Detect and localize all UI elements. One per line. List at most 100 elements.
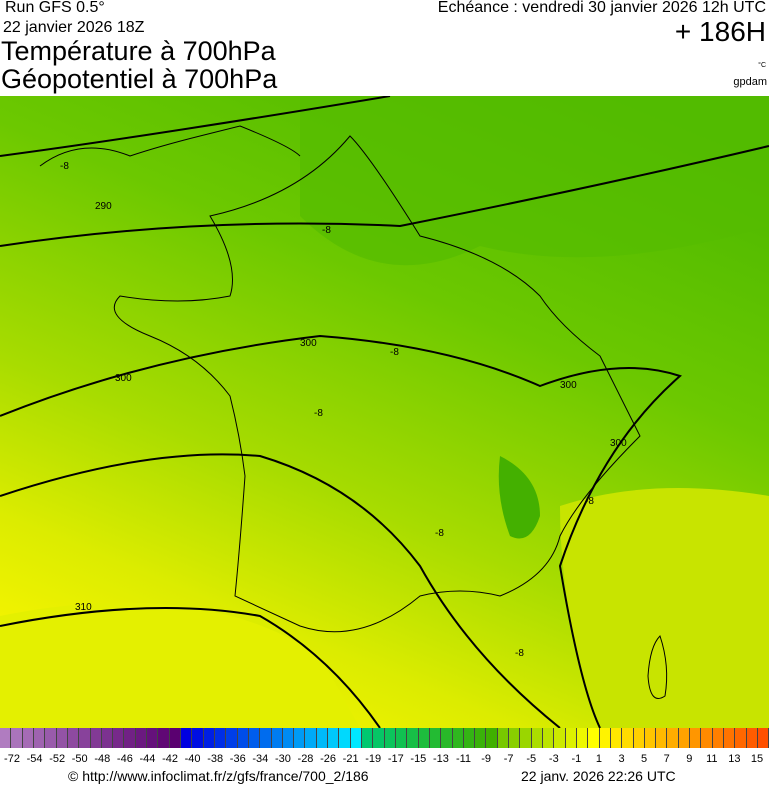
color-scale-label: -28	[297, 753, 314, 765]
color-scale-cell	[441, 728, 453, 748]
color-scale-label: 1	[595, 753, 603, 765]
color-scale-cell	[622, 728, 634, 748]
color-scale-cell	[509, 728, 521, 748]
lead-time: + 186H	[674, 16, 766, 47]
isotherm-label: -8	[314, 408, 323, 419]
color-scale-label: -48	[94, 753, 111, 765]
color-scale-label: -7	[503, 753, 514, 765]
color-scale-cell	[667, 728, 679, 748]
geopotential-contours	[0, 96, 769, 728]
color-scale	[0, 728, 769, 748]
color-scale-cell	[33, 728, 46, 748]
color-scale-cell	[67, 728, 80, 748]
color-scale-cell	[282, 728, 295, 748]
color-scale-cell	[644, 728, 657, 748]
color-scale-label: -26	[320, 753, 336, 765]
color-scale-cell	[45, 728, 57, 748]
color-scale-cell	[610, 728, 623, 748]
unit-geopotential: gpdam	[733, 76, 767, 88]
color-scale-cell	[678, 728, 691, 748]
color-scale-cell	[475, 728, 487, 748]
color-scale-cell	[90, 728, 102, 748]
isotherm-label: -8	[390, 347, 399, 358]
color-scale-cell	[407, 728, 419, 748]
color-scale-cell	[294, 728, 306, 748]
contour-label: 300	[115, 373, 132, 384]
generated-time: 22 janv. 2026 22:26 UTC	[521, 768, 676, 784]
color-scale-cell	[339, 728, 351, 748]
color-scale-cell	[724, 728, 736, 748]
color-scale-label: -1	[571, 753, 582, 765]
color-scale-cell	[554, 728, 566, 748]
color-scale-cell	[690, 728, 702, 748]
color-scale-cell	[543, 728, 555, 748]
source-url: © http://www.infoclimat.fr/z/gfs/france/…	[68, 768, 369, 784]
color-scale-cell	[712, 728, 724, 748]
isotherm-label: -8	[515, 648, 524, 659]
color-scale-label: 9	[686, 753, 693, 765]
color-scale-cell	[11, 728, 23, 748]
color-scale-label: -38	[207, 753, 224, 765]
contour-label: 300	[300, 338, 317, 349]
color-scale-cell	[497, 728, 510, 748]
color-scale-cell	[305, 728, 317, 748]
contour-labels: 290 300 300 300 300 310 -8 -8 -8 -8 -8 -…	[60, 161, 627, 659]
color-scale-cell	[192, 728, 204, 748]
run-label: Run GFS 0.5°	[5, 0, 105, 16]
color-scale-cell	[22, 728, 34, 748]
contour-label: 300	[560, 380, 577, 391]
cool-zone-northeast	[300, 96, 769, 266]
color-scale-cell	[373, 728, 385, 748]
color-scale-cell	[395, 728, 408, 748]
color-scale-label: -30	[274, 753, 291, 765]
color-scale-label: -40	[184, 753, 201, 765]
color-scale-cell	[135, 728, 148, 748]
contour-label: 300	[610, 438, 627, 449]
color-scale-label: -3	[548, 753, 559, 765]
color-scale-cell	[565, 728, 577, 748]
color-scale-cell	[362, 728, 374, 748]
color-scale-label: 7	[663, 753, 670, 765]
color-scale-cell	[486, 728, 498, 748]
color-scale-cell	[56, 728, 68, 748]
color-scale-label: 5	[641, 753, 648, 765]
color-scale-cell	[226, 728, 238, 748]
color-scale-cell	[418, 728, 430, 748]
color-scale-cell	[0, 728, 12, 748]
title-temperature: Température à 700hPa	[1, 36, 276, 66]
color-scale-cell	[735, 728, 747, 748]
color-scale-label: 11	[706, 753, 718, 765]
color-scale-cell	[633, 728, 645, 748]
color-scale-cell	[169, 728, 181, 748]
color-scale-label: -11	[455, 753, 472, 765]
color-scale-label: -44	[139, 753, 156, 765]
color-scale-cell	[429, 728, 442, 748]
color-scale-label: 15	[750, 753, 764, 765]
color-scale-cell	[316, 728, 329, 748]
color-scale-cell	[328, 728, 340, 748]
color-scale-label: -46	[116, 753, 133, 765]
warm-zone-southeast	[560, 488, 769, 728]
echeance: Echéance : vendredi 30 janvier 2026 12h …	[437, 0, 766, 16]
color-scale-label: -15	[410, 753, 427, 765]
color-scale-label: -72	[4, 753, 20, 765]
isotherm-label: -8	[585, 496, 594, 507]
color-scale-cell	[463, 728, 476, 748]
color-scale-cell	[746, 728, 758, 748]
color-scale-cell	[181, 728, 193, 748]
color-scale-cell	[203, 728, 215, 748]
color-scale-cell	[588, 728, 600, 748]
color-scale-cell	[350, 728, 362, 748]
color-scale-label: -9	[481, 753, 491, 765]
color-scale-label: -54	[26, 753, 43, 765]
color-scale-label: 13	[728, 753, 741, 765]
run-date: 22 janvier 2026 18Z	[3, 19, 145, 36]
color-scale-cell	[599, 728, 611, 748]
contour-label: 290	[95, 201, 112, 212]
color-scale-cell	[576, 728, 589, 748]
title-geopotential: Géopotentiel à 700hPa	[1, 64, 278, 94]
color-scale-cell	[79, 728, 91, 748]
color-scale-cell	[260, 728, 272, 748]
contour-label: 310	[75, 602, 92, 613]
color-scale-cell	[271, 728, 283, 748]
